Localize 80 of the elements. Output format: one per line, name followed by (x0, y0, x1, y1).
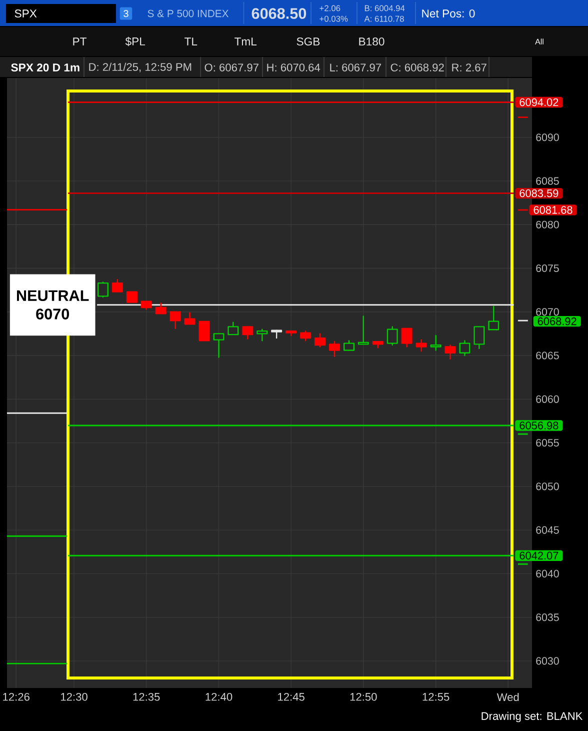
text: Drawing set: BLANK (482, 712, 583, 722)
text: TmL (234, 38, 257, 46)
text: SGB (296, 38, 320, 46)
candlestick (256, 328, 268, 342)
data-label: 6056.98 (520, 422, 558, 430)
x-tick-label: 12:55 (422, 692, 450, 701)
candlestick (430, 334, 442, 351)
y-tick-label: 6040 (536, 570, 559, 578)
y-tick-label: 6070 (536, 308, 559, 316)
x-tick-label: Wed (496, 692, 519, 702)
text: 6068.92 (538, 317, 576, 326)
data-label: 6083.59 (520, 189, 558, 198)
candlestick (97, 282, 108, 298)
y-tick-label: 6060 (536, 395, 559, 403)
x-tick-label: 12:26 (3, 692, 30, 701)
y-tick-label: 6030 (536, 657, 559, 665)
text: L: 6067.97 (330, 64, 382, 72)
text: 3 (124, 10, 128, 18)
text: All (535, 38, 544, 44)
y-tick-label: 6050 (536, 482, 559, 490)
y-tick-label: 6045 (536, 526, 559, 534)
text: R: 2.67 (452, 64, 486, 72)
candlestick (328, 340, 340, 357)
text: +0.03% (320, 16, 348, 22)
data-label: 6094.02 (520, 98, 558, 106)
candlestick (314, 333, 326, 348)
text: B: 6004.94 (364, 5, 405, 12)
candlestick (358, 316, 369, 345)
x-tick-label: 12:40 (206, 692, 232, 701)
data-label: 6042.07 (520, 552, 558, 560)
y-tick-label: 6085 (536, 177, 559, 185)
y-tick-label: 6080 (536, 220, 559, 228)
x-tick-label: 12:30 (61, 692, 88, 701)
candlestick (459, 340, 470, 356)
text: 6068.50 (252, 8, 306, 19)
y-tick-label: 6035 (536, 614, 559, 622)
candlestick (242, 326, 254, 340)
candlestick (213, 333, 224, 358)
candlestick (300, 330, 312, 342)
text: PT (73, 38, 86, 46)
candlestick (228, 322, 239, 336)
candlestick (386, 326, 398, 346)
candlestick (126, 291, 138, 303)
candlestick (401, 328, 412, 348)
text: C: 6068.92 (390, 64, 444, 72)
text: H: 6070.64 (267, 64, 320, 72)
text: Net Pos: 0 (422, 10, 475, 18)
text: +2.06 (320, 5, 340, 12)
x-tick-label: 12:45 (278, 692, 304, 701)
text: SPX (14, 10, 37, 18)
data-label: 6081.68 (534, 206, 572, 214)
text: A: 6110.78 (364, 16, 404, 22)
text: O: 6067.97 (204, 64, 258, 72)
candlestick (112, 278, 123, 292)
x-tick-label: 12:35 (133, 692, 160, 701)
candlestick (170, 311, 181, 330)
chart-title: SPX 20 D 1m (11, 64, 80, 72)
series-label: NEUTRAL 6070 (17, 290, 89, 320)
y-tick-label: 6090 (536, 134, 559, 142)
text: B180 (359, 38, 384, 46)
text: S & P 500 INDEX (148, 10, 229, 18)
chart-subtitle: D: 2/11/25, 12:59 PM (89, 62, 192, 72)
candlestick (444, 344, 456, 360)
candlestick (184, 312, 196, 325)
candlestick (271, 330, 282, 339)
candlestick (286, 330, 297, 336)
candlestick (372, 340, 384, 348)
x-tick-label: 12:50 (350, 692, 377, 701)
text: TL (184, 38, 198, 46)
candlestick (474, 326, 485, 350)
candlestick (140, 300, 152, 310)
text: $PL (125, 36, 146, 46)
candlestick (416, 339, 427, 352)
candlestick (155, 302, 166, 314)
candlestick (488, 306, 500, 330)
candlestick (198, 320, 210, 342)
y-tick-label: 6055 (536, 439, 559, 447)
candlestick (343, 340, 354, 351)
y-tick-label: 6075 (536, 264, 559, 272)
y-tick-label: 6065 (536, 352, 559, 360)
